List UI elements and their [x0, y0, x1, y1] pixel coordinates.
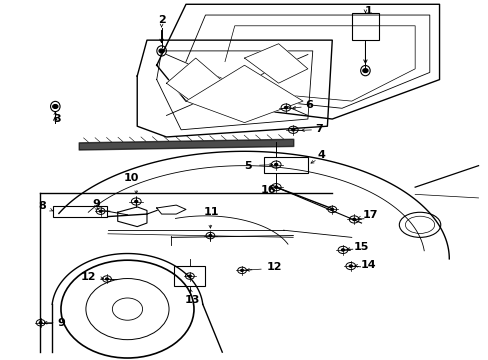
- Circle shape: [105, 278, 108, 280]
- Polygon shape: [244, 44, 307, 83]
- Circle shape: [274, 186, 277, 188]
- Circle shape: [209, 235, 211, 237]
- Circle shape: [348, 265, 351, 267]
- Text: 1: 1: [364, 6, 372, 16]
- Bar: [53, 206, 107, 217]
- Polygon shape: [118, 207, 147, 226]
- Text: 13: 13: [184, 295, 200, 305]
- Circle shape: [362, 69, 367, 72]
- Polygon shape: [166, 58, 224, 105]
- Text: 7: 7: [315, 124, 322, 134]
- Text: 2: 2: [158, 15, 165, 26]
- Text: 5: 5: [244, 161, 251, 171]
- Circle shape: [291, 129, 294, 131]
- Text: 9: 9: [92, 199, 100, 209]
- Polygon shape: [137, 40, 331, 137]
- Bar: [173, 266, 205, 286]
- Text: 17: 17: [362, 210, 377, 220]
- Circle shape: [284, 107, 287, 109]
- Text: 8: 8: [38, 201, 46, 211]
- Text: 6: 6: [305, 100, 313, 111]
- Circle shape: [341, 249, 344, 251]
- Bar: [264, 157, 307, 173]
- Polygon shape: [157, 205, 185, 214]
- Text: 10: 10: [123, 173, 139, 183]
- Text: 15: 15: [353, 242, 368, 252]
- Text: 12: 12: [266, 262, 282, 272]
- Text: 11: 11: [203, 207, 219, 217]
- Text: 14: 14: [360, 260, 375, 270]
- Circle shape: [135, 201, 138, 203]
- Circle shape: [99, 210, 102, 212]
- Text: 4: 4: [317, 150, 325, 160]
- Text: 3: 3: [53, 114, 61, 124]
- Circle shape: [188, 275, 191, 277]
- Circle shape: [330, 208, 333, 210]
- Text: 12: 12: [80, 272, 96, 282]
- Text: 9: 9: [58, 318, 65, 328]
- Circle shape: [39, 322, 42, 324]
- Circle shape: [240, 269, 243, 271]
- Circle shape: [352, 219, 355, 221]
- Polygon shape: [185, 65, 303, 123]
- Bar: [351, 13, 378, 40]
- Circle shape: [53, 105, 58, 108]
- Text: 16: 16: [260, 185, 276, 195]
- Circle shape: [274, 163, 277, 166]
- Polygon shape: [157, 4, 439, 119]
- Circle shape: [159, 49, 164, 53]
